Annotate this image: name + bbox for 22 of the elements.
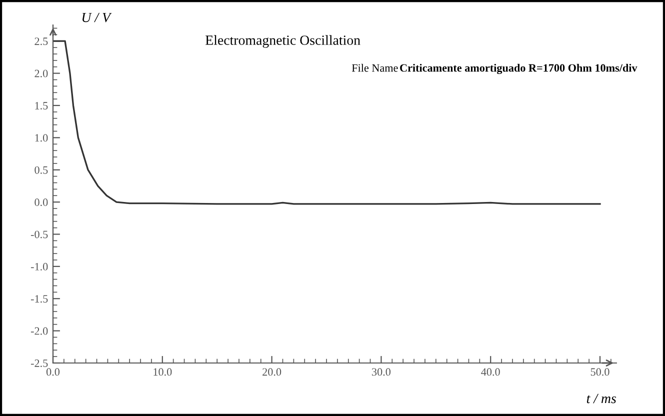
y-tick-label: -0.5 xyxy=(30,230,48,238)
y-tick-label: -1.5 xyxy=(30,295,48,303)
x-tick-label: 40.0 xyxy=(481,368,500,376)
y-tick-label: -2.5 xyxy=(30,359,48,368)
x-tick-label: 20.0 xyxy=(262,368,282,376)
annotation: File Name xyxy=(352,64,398,72)
y-axis-title: U / V xyxy=(82,12,112,22)
y-tick-label: 0.0 xyxy=(34,198,48,206)
x-tick-label: 50.0 xyxy=(590,368,610,376)
x-axis-title: t / ms xyxy=(586,394,616,404)
y-tick-label: 1.0 xyxy=(35,134,48,142)
x-tick-label: 10.0 xyxy=(154,368,172,376)
y-tick-label: -1.0 xyxy=(30,262,48,270)
y-tick-label: 0.5 xyxy=(34,166,48,174)
y-tick-label: 2.0 xyxy=(34,70,48,78)
x-tick-label: 30.0 xyxy=(372,368,390,376)
y-tick-label: 1.5 xyxy=(35,102,48,110)
x-tick-label: 0.0 xyxy=(46,368,60,376)
annotation: Criticamente amortiguado R=1700 Ohm 10ms/div xyxy=(400,64,638,74)
y-tick-label: 2.5 xyxy=(34,38,48,46)
y-tick-label: -2.0 xyxy=(30,327,48,335)
text: Electromagnetic Oscillation xyxy=(206,35,360,48)
